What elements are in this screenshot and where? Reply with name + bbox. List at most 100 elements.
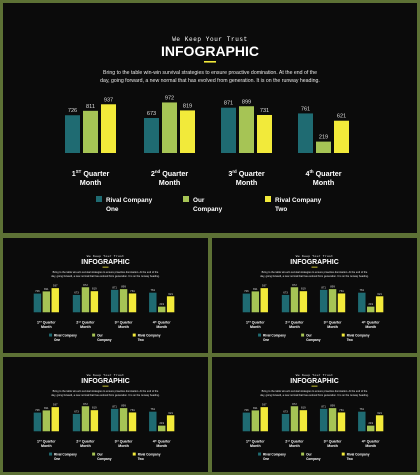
category-sublabel-4-thumb-4: Month — [365, 444, 376, 448]
data-label-4-1-thumb-2: 761 — [359, 288, 364, 292]
data-label-4-1-thumb-4: 761 — [359, 407, 364, 411]
category-label-1-thumb-3: 1ST Quarter — [37, 440, 56, 444]
data-label-1-2-thumb-1: 811 — [44, 287, 49, 291]
data-label-3-1-thumb-2: 871 — [321, 285, 326, 289]
bar-4-series-2-thumb-4 — [366, 425, 375, 432]
category-label-3-thumb-3: 3rd Quarter — [115, 440, 134, 444]
bar-4-series-3-thumb-2 — [375, 296, 384, 313]
slide-thumbnail-1[interactable]: We Keep Your Trust INFOGRAPHIC Bring to th… — [3, 238, 208, 353]
data-label-3-1: 871 — [224, 101, 233, 107]
data-label-2-2-thumb-4: 972 — [292, 402, 297, 406]
bar-4-series-3-thumb-1 — [166, 296, 175, 313]
data-label-2-3-thumb-4: 819 — [301, 406, 306, 410]
data-label-4-2-thumb-1: 219 — [159, 302, 164, 306]
bar-2-series-1-thumb-1 — [72, 294, 81, 313]
slide-thumbnail-4[interactable]: We Keep Your Trust INFOGRAPHIC Bring to th… — [212, 357, 417, 472]
legend-swatch-1-thumb-4 — [258, 452, 262, 456]
category-sublabel-3-thumb-1: Month — [118, 325, 129, 329]
legend-sublabel-3-thumb-4: Two — [347, 457, 353, 461]
bar-4-series-1-thumb-2 — [358, 292, 366, 313]
legend-label-2-thumb-2: Our — [306, 334, 312, 338]
data-label-4-3-thumb-1: 621 — [168, 292, 173, 296]
data-label-3-2-thumb-4: 899 — [330, 404, 335, 408]
bar-2-series-1-thumb-2 — [281, 294, 290, 313]
legend-sublabel-3-thumb-2: Two — [347, 338, 353, 342]
description-line-1-thumb-2: Bring to the table win-win survival stra… — [262, 270, 368, 274]
data-label-1-2-thumb-3: 811 — [44, 406, 49, 410]
data-label-3-1-thumb-4: 871 — [321, 404, 326, 408]
legend-swatch-3-thumb-3 — [132, 452, 136, 456]
slide-title-thumb-4: INFOGRAPHIC — [290, 378, 338, 385]
bar-1-series-2-thumb-3 — [42, 410, 51, 432]
data-label-3-1-thumb-1: 871 — [112, 285, 117, 289]
legend-sublabel-3: Two — [275, 206, 287, 213]
bar-1-series-3-thumb-2 — [260, 288, 268, 313]
data-label-3-3-thumb-3: 731 — [130, 408, 135, 412]
category-label-2-thumb-2: 2nd Quarter — [285, 321, 304, 325]
data-label-1-2-thumb-4: 811 — [253, 406, 258, 410]
bar-3-series-2-thumb-4 — [328, 408, 337, 432]
category-sublabel-1-thumb-2: Month — [250, 325, 261, 329]
legend-swatch-1-thumb-1 — [49, 333, 53, 337]
main-slide[interactable]: We Keep Your Trust INFOGRAPHIC Bring to th… — [3, 3, 417, 233]
title-underline-thumb-2 — [311, 266, 318, 268]
bar-1-series-2 — [83, 110, 98, 153]
category-label-1-thumb-2: 1ST Quarter — [246, 321, 265, 325]
bar-1-series-3-thumb-3 — [51, 407, 59, 432]
data-label-2-2-thumb-1: 972 — [83, 283, 88, 287]
data-label-4-3: 621 — [337, 114, 346, 120]
description-line-2-thumb-1: day, going forward, a new normal that ha… — [51, 274, 160, 278]
category-sublabel-4-thumb-3: Month — [156, 444, 167, 448]
bar-2-series-3-thumb-2 — [299, 291, 308, 313]
tagline-thumb-2: We Keep Your Trust — [296, 255, 333, 258]
data-label-2-1: 673 — [147, 111, 156, 117]
data-label-1-3-thumb-3: 937 — [53, 403, 58, 407]
data-label-3-2: 899 — [242, 99, 251, 105]
data-label-2-2-thumb-2: 972 — [292, 283, 297, 287]
legend-swatch-3-thumb-2 — [341, 333, 345, 337]
category-label-4: 4th Quarter — [305, 169, 341, 178]
legend-label-2-thumb-1: Our — [97, 334, 103, 338]
title-underline-thumb-3 — [102, 385, 109, 387]
data-label-2-3-thumb-3: 819 — [92, 406, 97, 410]
category-label-3-thumb-1: 3rd Quarter — [115, 321, 134, 325]
bar-2-series-3-thumb-4 — [299, 410, 308, 432]
bar-1-series-2-thumb-4 — [251, 410, 260, 432]
data-label-2-2: 972 — [165, 95, 174, 101]
data-label-3-2-thumb-1: 899 — [121, 285, 126, 289]
data-label-4-3-thumb-4: 621 — [377, 411, 382, 415]
category-label-3-thumb-4: 3rd Quarter — [324, 440, 343, 444]
data-label-1-3-thumb-1: 937 — [53, 284, 58, 288]
data-label-1-2: 811 — [86, 104, 95, 110]
legend-sublabel-1-thumb-3: One — [54, 457, 60, 461]
slide-thumbnail-3[interactable]: We Keep Your Trust INFOGRAPHIC Bring to th… — [3, 357, 208, 472]
bar-3-series-3 — [257, 114, 272, 153]
data-label-3-3: 731 — [260, 108, 269, 114]
data-label-2-3-thumb-1: 819 — [92, 287, 97, 291]
category-label-1-thumb-1: 1ST Quarter — [37, 321, 56, 325]
bar-3-series-3-thumb-3 — [128, 412, 137, 432]
bar-1-series-1-thumb-3 — [33, 412, 42, 432]
bar-1-series-3-thumb-1 — [51, 288, 59, 313]
category-label-2: 2nd Quarter — [151, 169, 189, 178]
category-label-3: 3rd Quarter — [228, 169, 265, 178]
legend-sublabel-3-thumb-1: Two — [138, 338, 144, 342]
category-sublabel-2-thumb-4: Month — [289, 444, 300, 448]
legend-label-2-thumb-4: Our — [306, 453, 312, 457]
bar-4-series-1 — [298, 113, 313, 153]
bar-4-series-1-thumb-3 — [149, 411, 157, 432]
bar-1-series-1 — [65, 115, 80, 153]
slide-thumbnail-2[interactable]: We Keep Your Trust INFOGRAPHIC Bring to th… — [212, 238, 417, 353]
legend-swatch-2-thumb-1 — [92, 333, 96, 337]
category-sublabel-3-thumb-2: Month — [327, 325, 338, 329]
data-label-1-3-thumb-2: 937 — [262, 284, 267, 288]
category-sublabel-3: Month — [236, 178, 258, 187]
description-line-2-thumb-3: day, going forward, a new normal that ha… — [51, 393, 160, 397]
data-label-3-3-thumb-4: 731 — [339, 408, 344, 412]
data-label-2-1-thumb-3: 673 — [74, 409, 79, 413]
category-sublabel-3-thumb-4: Month — [327, 444, 338, 448]
legend-label-1: Rival Company — [106, 197, 153, 204]
category-label-1-thumb-4: 1ST Quarter — [246, 440, 265, 444]
